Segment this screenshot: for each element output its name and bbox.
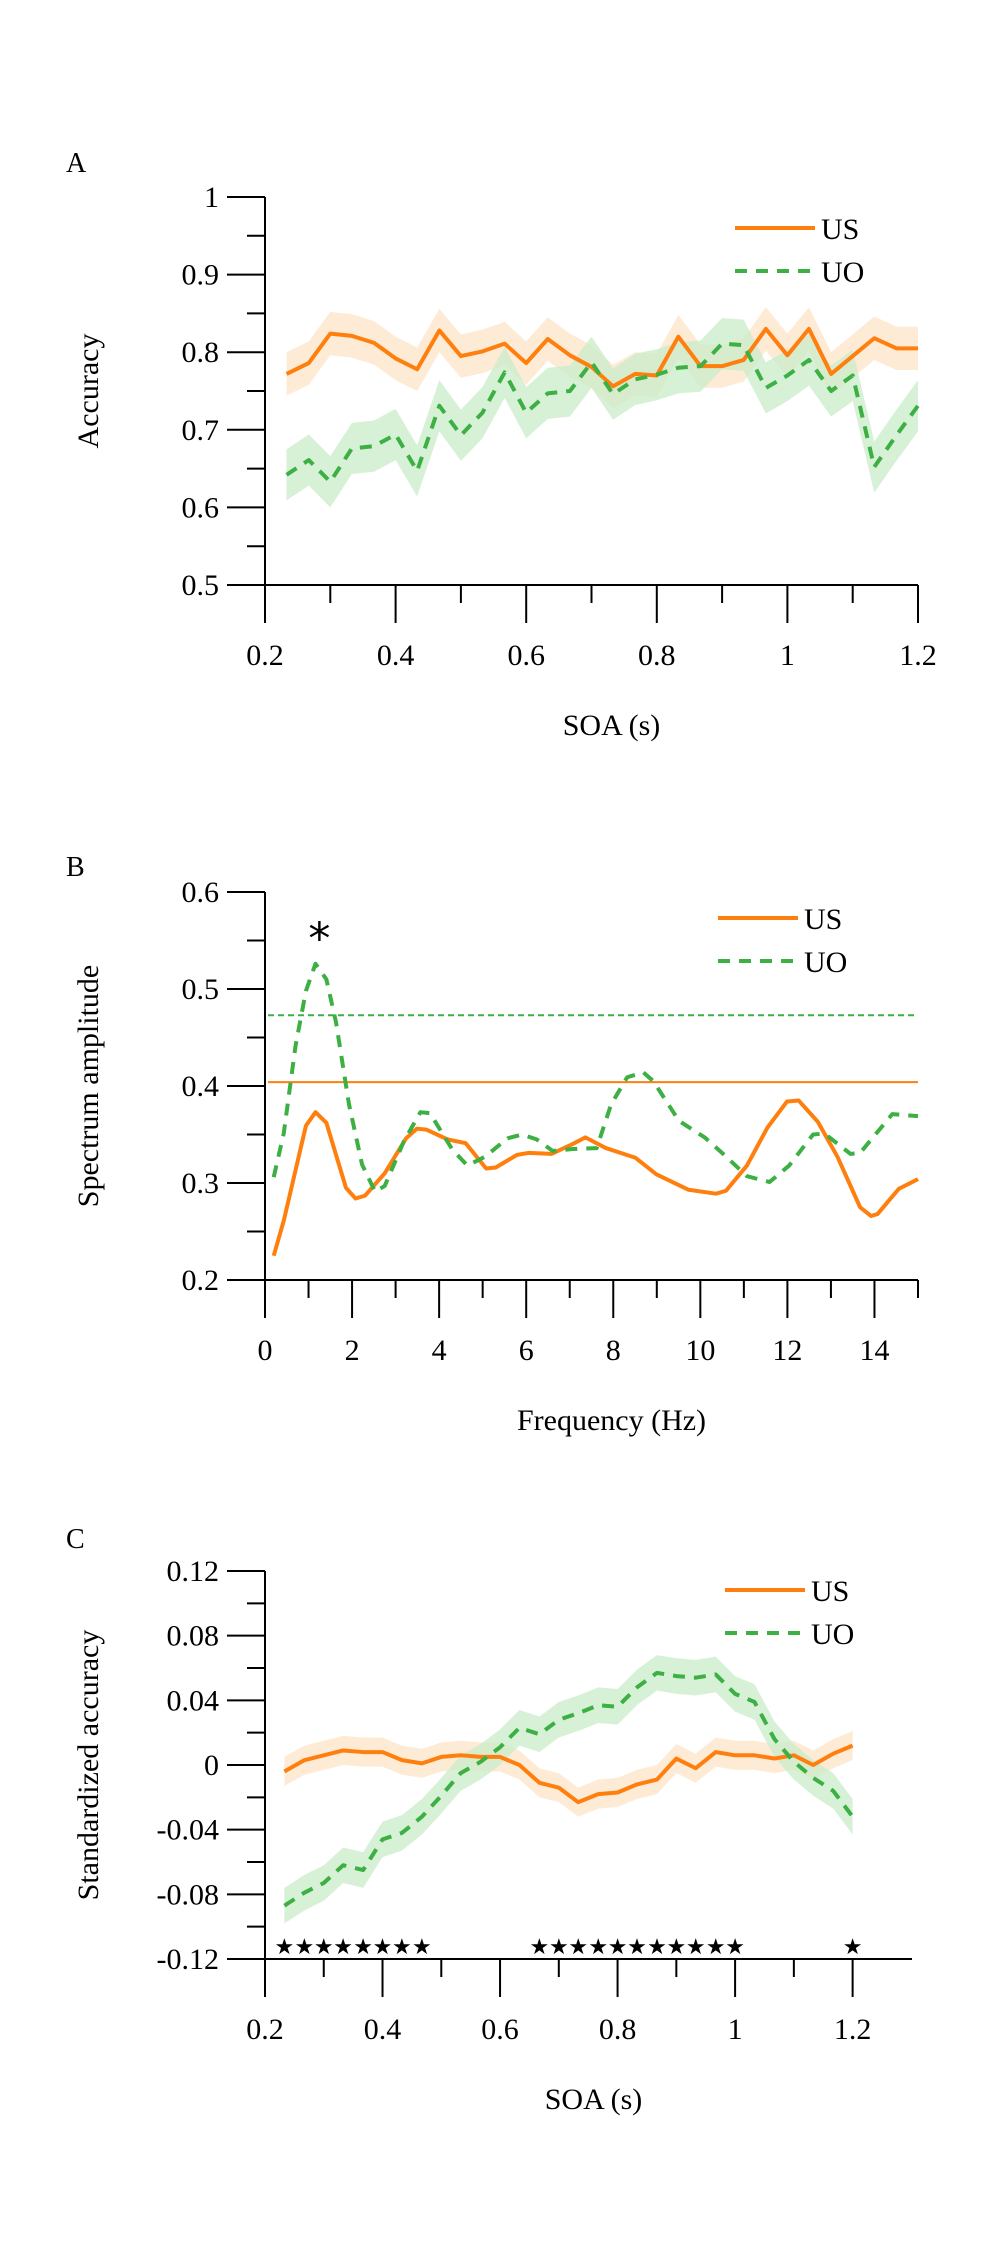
x-tick-label: 12	[772, 1334, 802, 1367]
y-axis-title: Accuracy	[72, 334, 105, 449]
x-tick-label: 8	[606, 1334, 621, 1367]
significance-star: ★	[608, 1935, 628, 1960]
y-tick-label: 0	[204, 1749, 219, 1782]
significance-star: ★	[275, 1935, 295, 1960]
significance-star: ★	[647, 1935, 667, 1960]
x-tick-label: 6	[519, 1334, 534, 1367]
significance-star: ★	[412, 1935, 432, 1960]
x-tick-label: 0.4	[377, 639, 415, 672]
x-tick-label: 1.2	[899, 639, 937, 672]
legend: US UO	[735, 213, 864, 289]
x-tick-label: 0.2	[246, 2013, 284, 2046]
y-tick-label: 1	[204, 181, 219, 214]
significance-star: ★	[333, 1935, 353, 1960]
significance-star: ★	[373, 1935, 393, 1960]
x-tick-label: 2	[345, 1334, 360, 1367]
y-tick-label: 0.4	[182, 1070, 220, 1103]
y-tick-label: 0.12	[167, 1555, 220, 1588]
significance-star: ★	[725, 1935, 745, 1960]
x-tick-label: 0.8	[638, 639, 676, 672]
legend-label-us: US	[804, 903, 842, 936]
panel-B: B 0.2 0.3 0.4 0.5 0.6 0 2 4 6 8 10 12 14 Frequency (Hz…	[66, 852, 919, 1437]
y-tick-label: 0.3	[182, 1167, 220, 1200]
y-tick-label: 0.2	[182, 1264, 220, 1297]
legend-label-us: US	[821, 213, 859, 246]
series-line-uo	[271, 961, 919, 1194]
legend-label-uo: UO	[804, 946, 847, 979]
x-tick-label: 1.2	[834, 2013, 872, 2046]
x-axis-title: SOA (s)	[563, 709, 661, 742]
y-tick-label: -0.04	[157, 1814, 220, 1847]
panel-letter: B	[66, 852, 85, 883]
y-tick-label: 0.6	[182, 876, 220, 909]
significance-star: ★	[627, 1935, 647, 1960]
y-tick-label: 0.9	[182, 259, 220, 292]
series-line-uo	[283, 1670, 855, 1908]
y-tick-label: -0.12	[157, 1943, 220, 1976]
x-tick-label: 0	[258, 1334, 273, 1367]
x-tick-label: 0.2	[246, 639, 284, 672]
y-tick-label: 0.04	[167, 1684, 220, 1717]
significance-asterisk: *	[308, 914, 330, 965]
confidence-band-uo	[286, 318, 918, 508]
series-line-us	[285, 326, 918, 389]
panel-C: C -0.12 -0.08 -0.04 0 0.04 0.08 0.12 0.2 0.4 0.6 0.…	[66, 1524, 912, 2116]
significance-star: ★	[392, 1935, 412, 1960]
x-tick-label: 1	[728, 2013, 743, 2046]
x-tick-label: 0.6	[507, 639, 545, 672]
x-tick-label: 0.6	[481, 2013, 519, 2046]
x-tick-label: 4	[432, 1334, 447, 1367]
y-tick-label: 0.5	[182, 569, 220, 602]
x-axis-title: Frequency (Hz)	[517, 1404, 706, 1437]
significance-star: ★	[314, 1935, 334, 1960]
y-tick-label: 0.08	[167, 1620, 220, 1653]
significance-star: ★	[530, 1935, 550, 1960]
y-tick-label: 0.6	[182, 491, 220, 524]
significance-star: ★	[295, 1935, 315, 1960]
x-tick-label: 10	[685, 1334, 715, 1367]
legend-label-us: US	[811, 1575, 849, 1608]
confidence-band-uo	[284, 1655, 853, 1924]
significance-star: ★	[666, 1935, 686, 1960]
significance-star: ★	[568, 1935, 588, 1960]
panel-letter: A	[66, 148, 87, 179]
x-tick-label: 14	[859, 1334, 889, 1367]
x-tick-label: 0.4	[364, 2013, 402, 2046]
series-line-us	[271, 1098, 919, 1257]
y-tick-label: 0.7	[182, 414, 220, 447]
significance-star: ★	[353, 1935, 373, 1960]
y-tick-label: 0.5	[182, 973, 220, 1006]
significance-star: ★	[686, 1935, 706, 1960]
significance-star: ★	[588, 1935, 608, 1960]
series-line-us	[283, 1743, 854, 1805]
x-tick-label: 1	[780, 639, 795, 672]
legend: US UO	[718, 903, 847, 979]
legend: US UO	[725, 1575, 854, 1651]
y-axis-title: Spectrum amplitude	[72, 965, 105, 1207]
y-tick-label: -0.08	[157, 1878, 220, 1911]
significance-star: ★	[843, 1935, 863, 1960]
panel-A: A 0.5 0.6 0.7 0.8 0.9 1 0.2 0.4 0.6 0.8 1 1.2 SOA (s)…	[66, 148, 937, 742]
confidence-band-us	[284, 1731, 853, 1817]
significance-star: ★	[549, 1935, 569, 1960]
panel-letter: C	[66, 1524, 85, 1555]
y-axis-title: Standardized accuracy	[72, 1630, 105, 1901]
legend-label-uo: UO	[811, 1618, 854, 1651]
x-tick-label: 0.8	[599, 2013, 637, 2046]
significance-star: ★	[706, 1935, 726, 1960]
legend-label-uo: UO	[821, 256, 864, 289]
x-axis-title: SOA (s)	[545, 2083, 643, 2116]
y-tick-label: 0.8	[182, 336, 220, 369]
